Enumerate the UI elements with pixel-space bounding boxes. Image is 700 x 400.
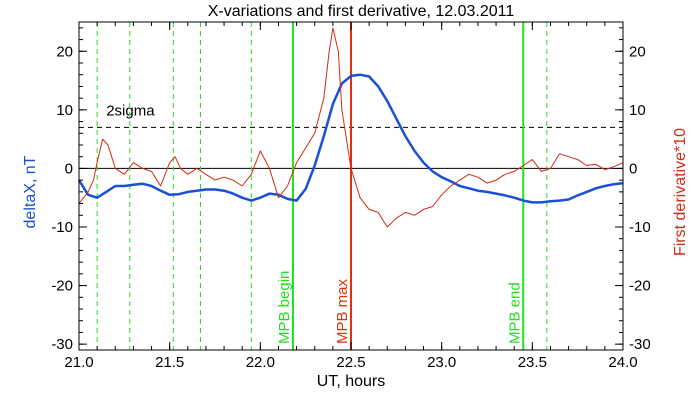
y-tick-label-right: 10 [629, 102, 646, 119]
x-tick-label: 21.5 [155, 354, 184, 371]
vline-label-mpb-max: MPB max [334, 278, 351, 344]
x-tick-label: 23.0 [427, 354, 456, 371]
deltax-series-line [77, 73, 624, 204]
y-tick-label-left: 20 [56, 43, 73, 60]
vline-label-mpb-begin: MPB begin [276, 271, 293, 344]
sigma-label: 2sigma [106, 102, 155, 119]
x-tick-label: 22.0 [246, 354, 275, 371]
y-tick-label-right: -30 [629, 336, 651, 353]
y-tick-label-right: -10 [629, 219, 651, 236]
x-axis-title: UT, hours [317, 373, 385, 390]
x-tick-label: 24.0 [608, 354, 637, 371]
y-tick-label-right: -20 [629, 278, 651, 295]
chart-marks: 2sigma MPB begin MPB max MPB end 21.0 21.5 22.… [51, 21, 651, 371]
y-tick-label-left: -30 [51, 336, 73, 353]
x-tick-label: 22.5 [336, 354, 365, 371]
y-axis-title-left: deltaX, nT [22, 155, 39, 228]
y-tick-label-left: -10 [51, 219, 73, 236]
y-tick-label-left: 0 [65, 160, 73, 177]
x-tick-label: 23.5 [518, 354, 547, 371]
y-tick-label-right: 0 [629, 160, 637, 177]
y-tick-label-right: 20 [629, 43, 646, 60]
derivative-series-line [78, 27, 624, 228]
x-tick-label: 21.0 [64, 354, 93, 371]
y-axis-title-right: First derivative*10 [672, 128, 689, 256]
chart-title: X-variations and first derivative, 12.03… [208, 3, 515, 20]
y-tick-label-left: 10 [56, 102, 73, 119]
vline-label-mpb-end: MPB end [506, 282, 523, 344]
y-tick-label-left: -20 [51, 278, 73, 295]
